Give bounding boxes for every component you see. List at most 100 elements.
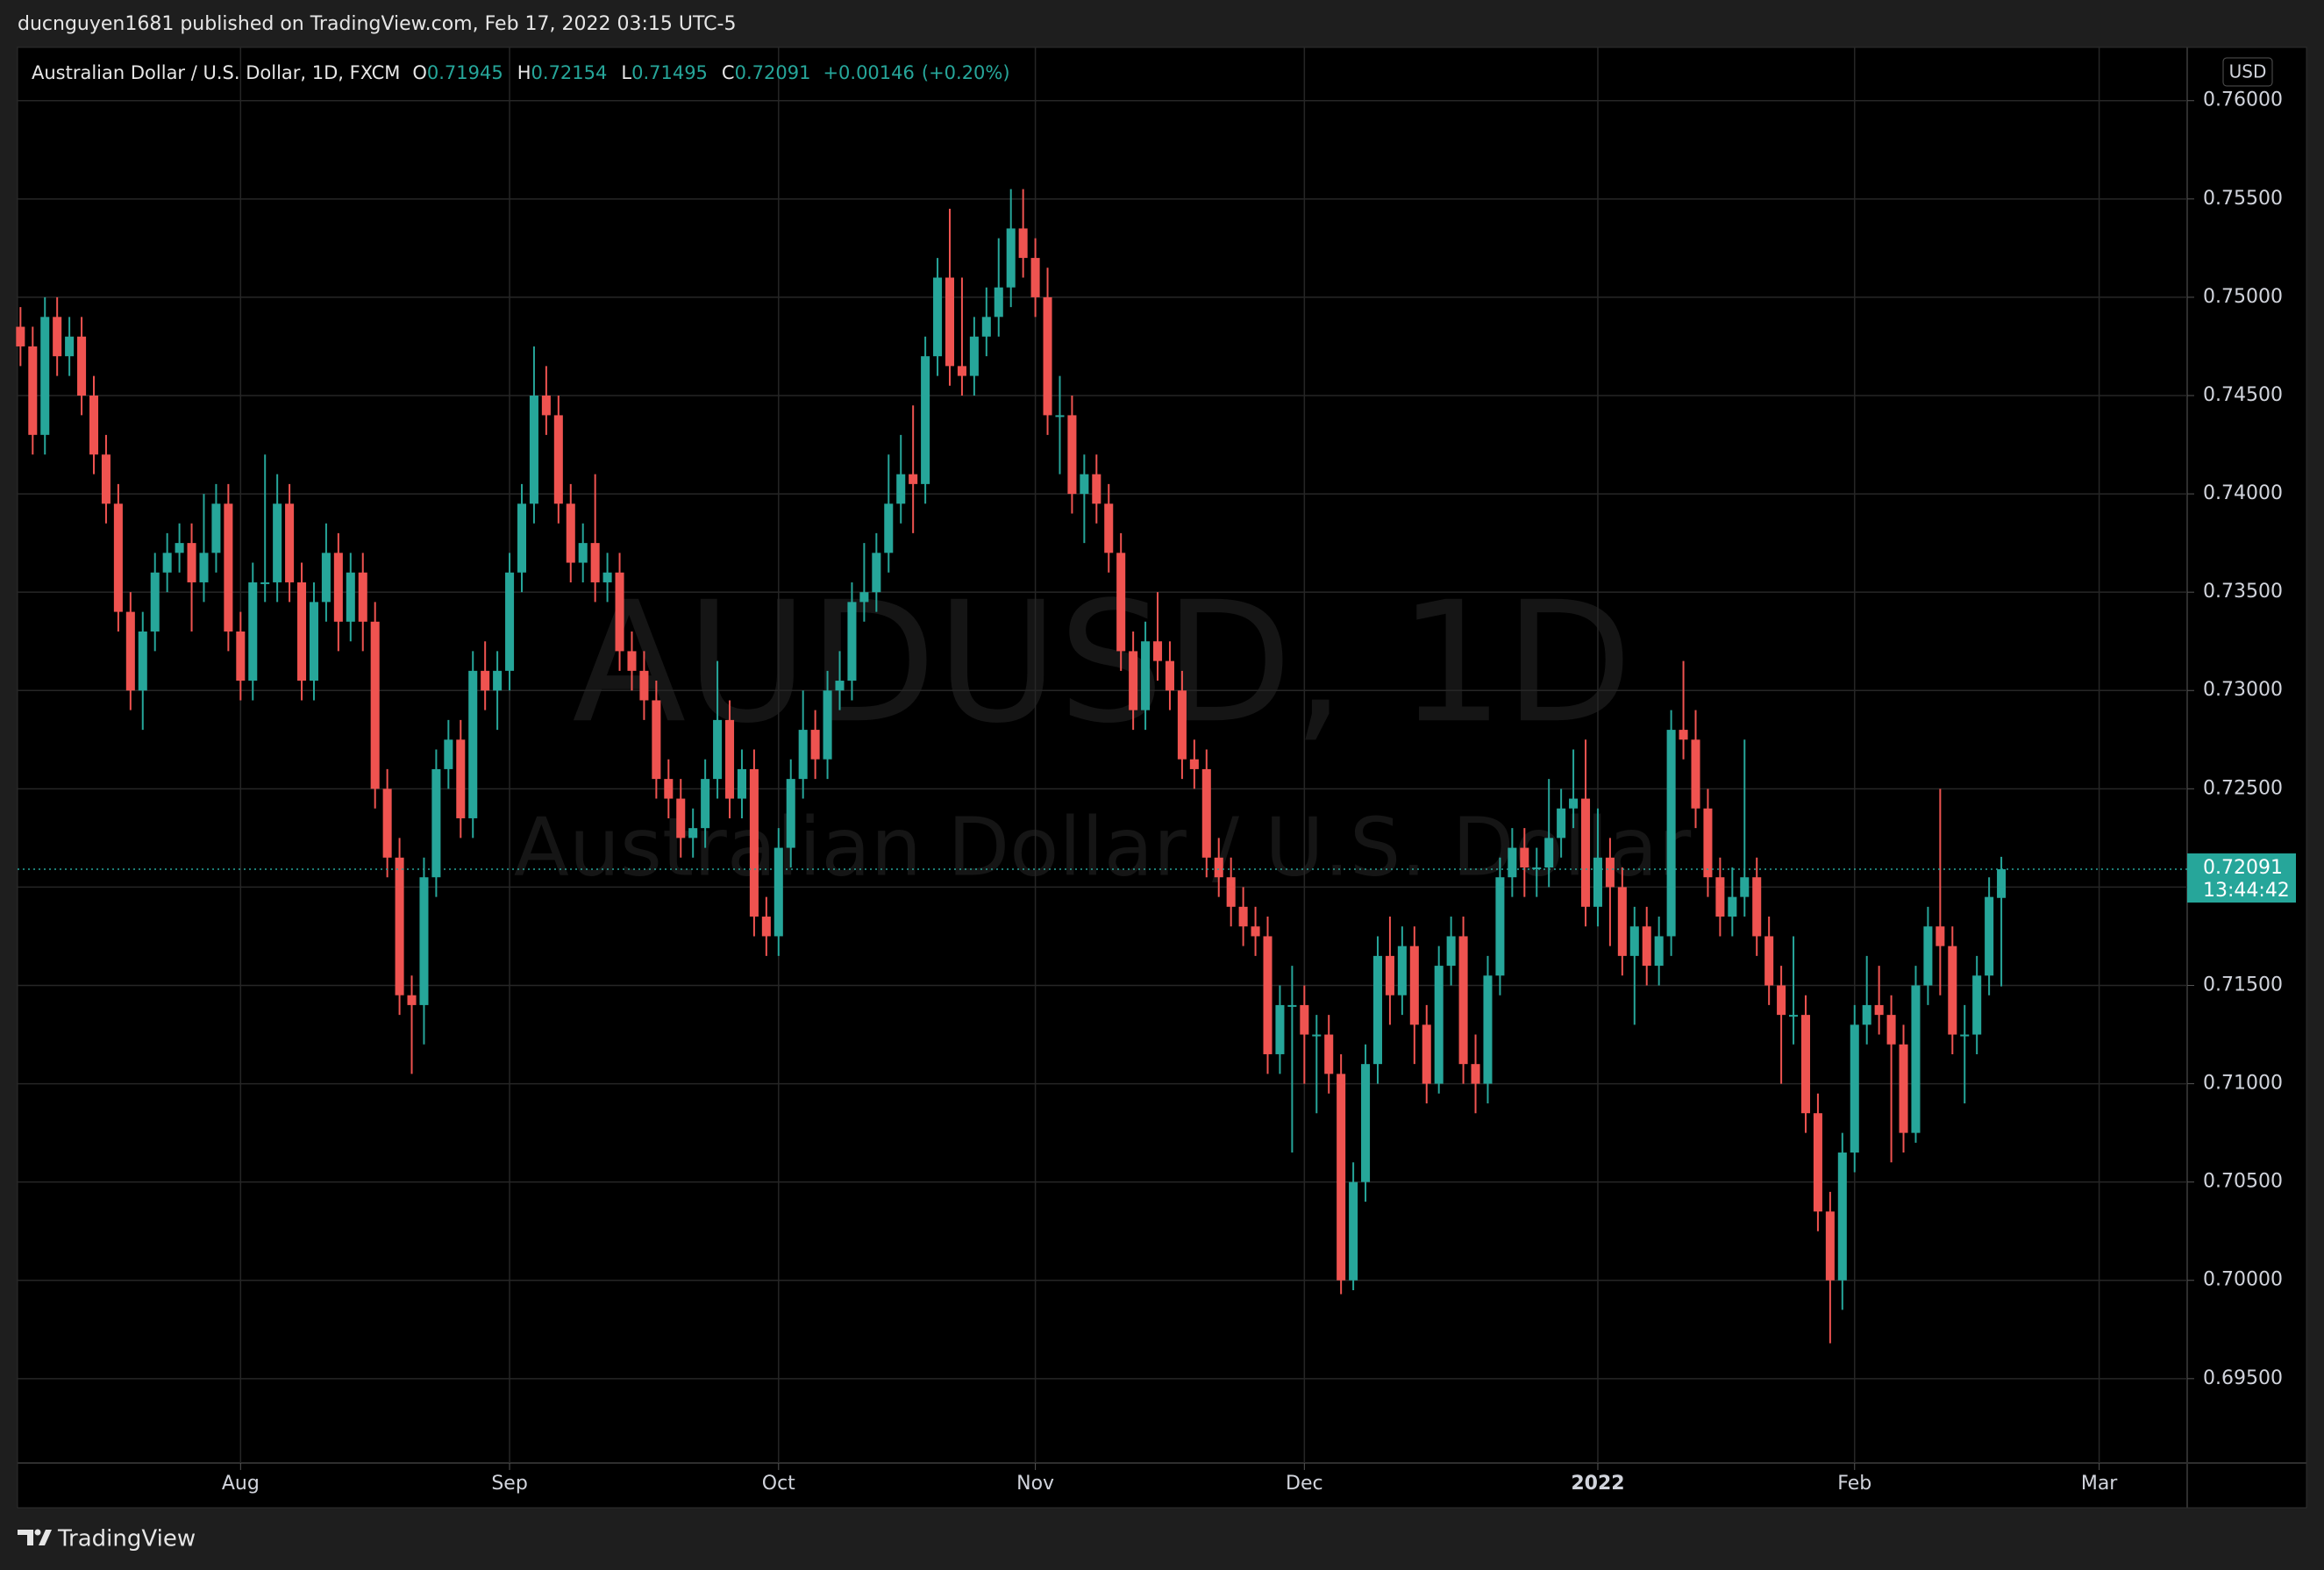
candle-body [1985, 896, 1994, 976]
candle-body [162, 553, 172, 573]
candle-body [1580, 798, 1591, 907]
candle-body [65, 336, 75, 357]
candle-body [1752, 877, 1762, 937]
candle-body [1251, 926, 1260, 937]
x-tick-label: Feb [1837, 1473, 1871, 1495]
candle-body [921, 356, 930, 484]
candle-body [1055, 415, 1065, 417]
candle-body [981, 317, 991, 337]
x-tick-label: Mar [2081, 1473, 2118, 1495]
candle-body [285, 503, 295, 582]
candle-body [553, 415, 563, 504]
candle-body [823, 690, 832, 760]
brand-name: TradingView [57, 1526, 196, 1552]
candle-body [89, 395, 99, 455]
candle-body [248, 582, 258, 682]
candle-body [224, 503, 233, 632]
y-tick-label: 0.72500 [2203, 777, 2283, 799]
candle-body [1728, 896, 1737, 917]
candle-body [1862, 1004, 1871, 1025]
candle-body [1372, 955, 1383, 1065]
candle-body [749, 768, 759, 917]
candle-body [395, 857, 404, 996]
candle-body [481, 670, 490, 691]
candle-body [725, 719, 735, 799]
candle-body [1886, 1015, 1896, 1045]
candle-body [664, 779, 674, 799]
candle-body [1092, 474, 1101, 504]
candle-body [77, 336, 87, 396]
candle-body [1483, 975, 1493, 1084]
candle-body [1948, 946, 1957, 1035]
candle-body [16, 326, 25, 346]
candle-body [358, 572, 367, 622]
candle-body [505, 572, 515, 671]
candle-body [1850, 1024, 1859, 1153]
candle-body [541, 395, 551, 416]
candle-body [260, 582, 270, 584]
candle-body [1104, 503, 1114, 553]
candle-body [737, 768, 746, 799]
candle-body [1960, 1034, 1970, 1037]
legend-ohlc-letter: L [621, 62, 631, 83]
candle-body [1458, 936, 1468, 1065]
candle-body [602, 572, 612, 582]
candle-body [1740, 877, 1750, 897]
candle-body [1067, 415, 1077, 495]
candle-body [273, 503, 282, 582]
candle-body [529, 395, 538, 504]
candle-body [1226, 877, 1236, 907]
logo-dot [34, 1529, 41, 1536]
y-tick-label: 0.73500 [2203, 581, 2283, 603]
candle-body [566, 503, 575, 563]
candles [16, 189, 2007, 1344]
candle-body [101, 454, 110, 504]
candle-body [810, 730, 820, 760]
last-price-label: 0.72091 [2203, 857, 2283, 879]
candle-body [1666, 730, 1676, 937]
candle-body [1116, 553, 1126, 652]
logo-mark [18, 1530, 33, 1545]
chart-panel [17, 46, 2307, 1509]
candle-body [688, 828, 698, 839]
candle-body [1605, 857, 1615, 888]
logo-slash [39, 1530, 52, 1545]
candle-body [1825, 1211, 1835, 1281]
candle-body [701, 779, 710, 829]
currency-button[interactable] [2222, 57, 2273, 87]
candle-body [517, 503, 527, 573]
candle-body [1337, 1074, 1346, 1281]
candle-body [1874, 1004, 1884, 1016]
currency-label[interactable]: USD [2229, 61, 2267, 82]
legend-change: +0.00146 [823, 62, 914, 83]
candle-body [211, 503, 221, 553]
candle-body [382, 789, 392, 858]
candle-body [1397, 946, 1407, 996]
candle-body [1080, 474, 1089, 495]
candle-body [407, 995, 417, 1005]
candle-body [1911, 985, 1921, 1133]
candle-body [456, 739, 466, 818]
candle-body [713, 719, 723, 780]
candle-body [1434, 966, 1444, 1084]
candle-body [761, 917, 771, 937]
candle-body [1030, 258, 1040, 297]
candle-body [1935, 926, 1945, 946]
legend-ohlc-value: 0.72091 [735, 62, 811, 83]
candle-body [1617, 887, 1627, 956]
candle-body [1177, 690, 1187, 760]
legend-title: Australian Dollar / U.S. Dollar, 1D, FXC… [32, 62, 400, 83]
candle-body [1679, 730, 1688, 740]
y-tick-label: 0.73000 [2203, 679, 2283, 701]
candle-body [1446, 936, 1456, 967]
y-tick-label: 0.71500 [2203, 974, 2283, 996]
candle-body [590, 543, 600, 582]
candle-body [1703, 808, 1713, 878]
candle-body [1263, 936, 1272, 1054]
candle-body [1593, 857, 1602, 907]
candle-body [1238, 906, 1248, 927]
candle-body [236, 631, 246, 682]
legend: Australian Dollar / U.S. Dollar, 1D, FXC… [32, 62, 1010, 83]
countdown-label: 13:44:42 [2203, 880, 2290, 902]
